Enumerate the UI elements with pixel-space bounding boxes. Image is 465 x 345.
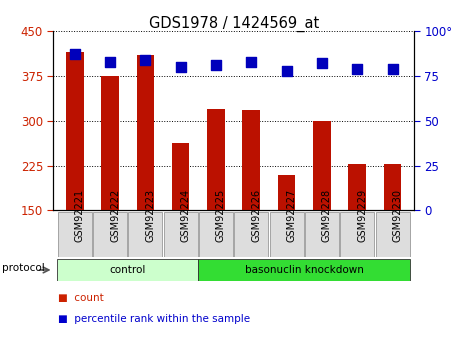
Bar: [270, 212, 304, 257]
Bar: [128, 212, 162, 257]
Bar: [164, 212, 198, 257]
Bar: [57, 259, 199, 281]
Point: [353, 66, 361, 71]
Point: [142, 57, 149, 62]
Text: GSM92224: GSM92224: [181, 189, 191, 242]
Text: GDS1978 / 1424569_at: GDS1978 / 1424569_at: [148, 16, 319, 32]
Point: [177, 64, 185, 70]
Bar: [313, 121, 331, 210]
Text: GSM92223: GSM92223: [146, 189, 155, 242]
Text: GSM92228: GSM92228: [322, 189, 332, 242]
Point: [213, 62, 220, 68]
Bar: [278, 175, 295, 210]
Text: ■  percentile rank within the sample: ■ percentile rank within the sample: [58, 314, 250, 324]
Bar: [199, 259, 410, 281]
Bar: [58, 212, 92, 257]
Bar: [207, 109, 225, 210]
Text: GSM92222: GSM92222: [110, 189, 120, 243]
Point: [71, 52, 79, 57]
Bar: [66, 52, 84, 210]
Point: [106, 59, 114, 64]
Text: GSM92225: GSM92225: [216, 189, 226, 243]
Text: GSM92229: GSM92229: [357, 189, 367, 242]
Bar: [340, 212, 374, 257]
Bar: [376, 212, 410, 257]
Bar: [305, 212, 339, 257]
Bar: [101, 76, 119, 210]
Point: [283, 68, 290, 73]
Bar: [172, 144, 190, 210]
Point: [318, 61, 325, 66]
Bar: [384, 164, 401, 210]
Text: GSM92226: GSM92226: [251, 189, 261, 242]
Bar: [137, 55, 154, 210]
Text: ■  count: ■ count: [58, 294, 104, 303]
Bar: [234, 212, 268, 257]
Text: GSM92221: GSM92221: [75, 189, 85, 242]
Text: basonuclin knockdown: basonuclin knockdown: [245, 265, 364, 275]
Point: [389, 66, 396, 71]
Bar: [199, 212, 233, 257]
Text: GSM92230: GSM92230: [392, 189, 403, 242]
Text: GSM92227: GSM92227: [286, 189, 297, 243]
Text: protocol: protocol: [2, 263, 45, 273]
Bar: [242, 110, 260, 210]
Bar: [348, 164, 366, 210]
Point: [247, 59, 255, 64]
Text: control: control: [109, 265, 146, 275]
Bar: [93, 212, 127, 257]
